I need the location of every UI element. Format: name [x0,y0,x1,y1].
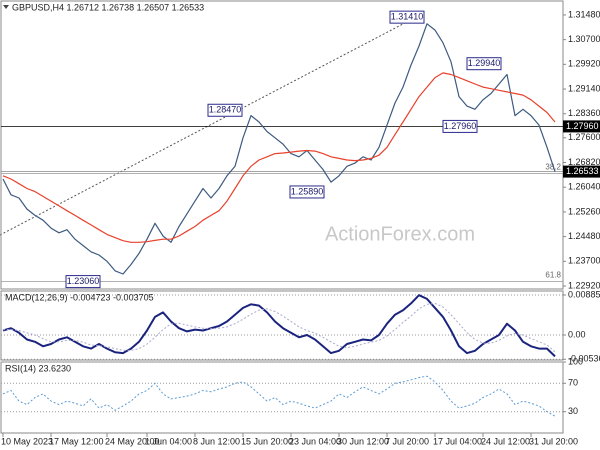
level-tag-label: 1.26533 [566,166,599,176]
price-annotation [65,275,101,289]
y-tick-label: 100 [568,356,583,366]
panel-frame [0,0,564,290]
panel-title: GBPUSD,H4 1.26712 1.26738 1.26507 1.2653… [12,2,204,12]
y-tick-label: 30 [568,406,578,416]
x-tick-label: 30 Jun 12:00 [337,436,389,446]
fib-label: 61.8 [545,271,561,280]
level-tag [563,165,600,178]
y-tick-label: 1.23700 [568,256,600,266]
x-tick-label: 17 May 12:00 [49,436,104,446]
x-tick-label: 31 Jul 20:00 [529,436,578,446]
panel-frame [0,290,564,361]
x-tick-label: 23 Jun 04:00 [289,436,341,446]
y-tick-label: -0.005369 [568,354,600,364]
x-tick-label: 24 May 20:00 [105,436,160,446]
x-tick-label: 8 Jun 12:00 [193,436,240,446]
price-annotation-label: 1.31410 [391,12,424,22]
y-tick-label: 0.008852 [568,289,600,299]
price-annotation-label: 1.28470 [209,105,242,115]
y-tick-label: 1.28360 [568,108,600,118]
y-tick-label: 70 [568,378,578,388]
x-tick-label: 10 May 2023 [1,436,53,446]
trend-line [0,13,423,236]
y-tick-label: 1.29920 [568,59,600,69]
price-annotation [289,185,325,199]
x-tick-label: 1 Jun 04:00 [145,436,192,446]
x-tick-label: 7 Jul 20:00 [385,436,429,446]
panel-title: RSI(14) 23.6230 [5,363,71,373]
price-annotation-label: 1.25890 [291,186,324,196]
menu-icon [3,5,9,9]
price-annotation [466,57,502,71]
y-tick-label: 1.31480 [568,9,600,19]
price-annotation [207,103,243,117]
series-line [2,294,556,358]
y-tick-label: 1.25260 [568,206,600,216]
price-annotation-label: 1.23060 [67,276,100,286]
x-tick-label: 15 Jun 20:00 [241,436,293,446]
level-tag-label: 1.27960 [566,121,599,131]
series-line [2,72,556,243]
price-annotation-label: 1.27960 [444,121,477,131]
x-tick-label: 24 Jul 12:00 [481,436,530,446]
price-annotation [442,119,478,133]
y-tick-label: 1.26040 [568,182,600,192]
y-tick-label: 1.26820 [568,157,600,167]
y-tick-label: 1.29140 [568,83,600,93]
y-tick-label: 0.00 [568,329,586,339]
x-tick-label: 17 Jul 04:00 [433,436,482,446]
price-annotation [389,10,425,24]
panel-frame [0,361,564,434]
y-tick-label: 1.24480 [568,231,600,241]
series-line [2,375,556,417]
y-tick-label: 1.30700 [568,34,600,44]
y-tick-label: 1.27600 [568,132,600,142]
series-line [2,23,556,275]
price-annotation-label: 1.29940 [468,58,501,68]
panel-title: MACD(12,26,9) -0.004723 -0.003705 [5,292,154,302]
watermark: ActionForex.com [325,223,475,245]
y-tick-label: 1.22920 [568,280,600,290]
level-tag [563,120,600,133]
